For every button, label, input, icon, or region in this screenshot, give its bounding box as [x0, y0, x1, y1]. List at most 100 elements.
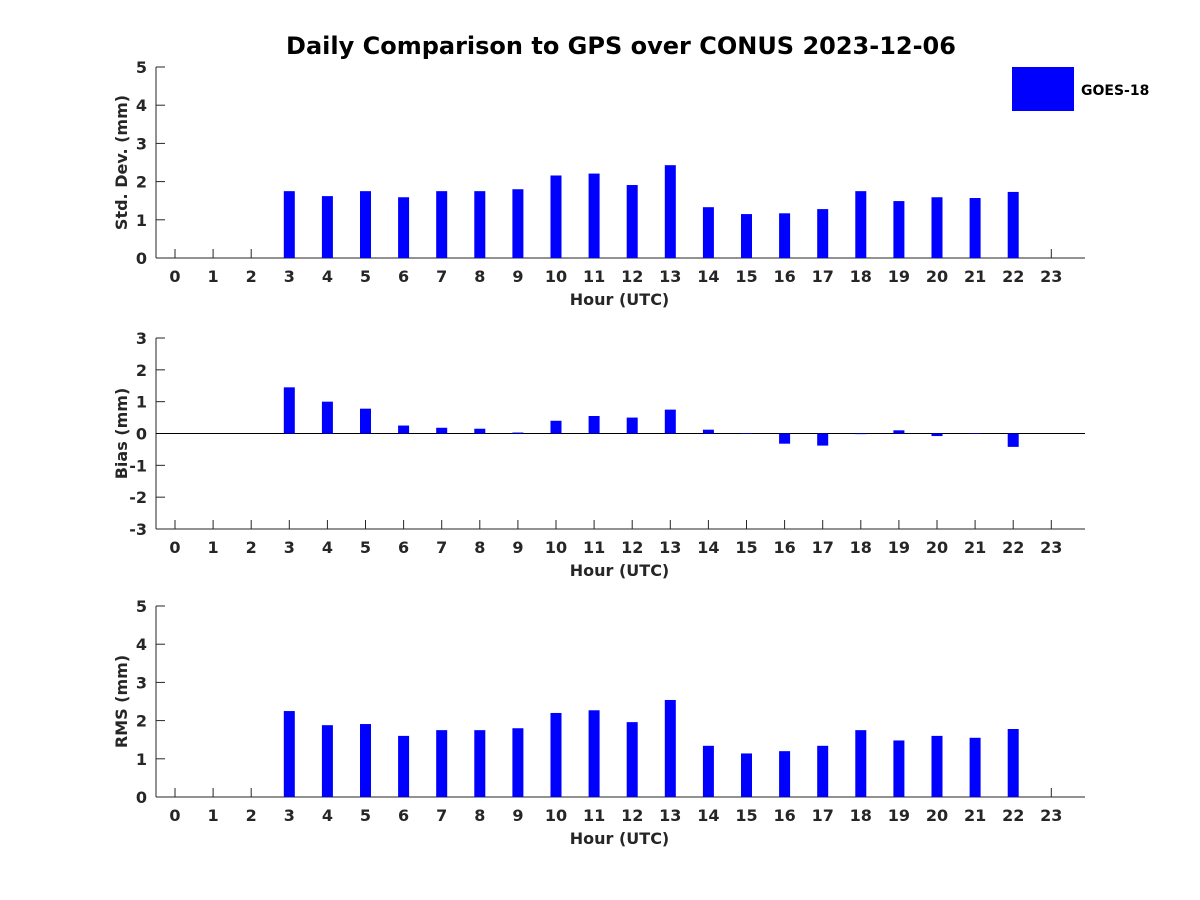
x-tick-label: 22: [1002, 538, 1024, 557]
bar-hour-12: [626, 417, 638, 434]
x-tick-label: 8: [474, 538, 485, 557]
x-tick-label: 15: [735, 267, 757, 286]
bar-hour-3: [283, 387, 295, 434]
x-tick-label: 10: [545, 806, 567, 825]
bar-hour-5: [360, 724, 371, 797]
bar-hour-10: [550, 420, 562, 434]
bar-hour-10: [550, 175, 562, 258]
x-tick-label: 14: [697, 267, 719, 286]
x-tick-label: 20: [926, 267, 948, 286]
bar-hour-13: [664, 409, 676, 434]
y-tick-label: 3: [136, 329, 147, 348]
bar-hour-19: [893, 430, 905, 434]
x-tick-label: 9: [512, 538, 523, 557]
x-tick-label: 17: [812, 267, 834, 286]
x-tick-label: 21: [964, 538, 986, 557]
bar-hour-20: [931, 735, 943, 797]
bar-hour-14: [702, 745, 714, 797]
y-tick-label: 5: [136, 58, 147, 77]
x-tick-label: 1: [208, 806, 219, 825]
x-tick-label: 3: [284, 538, 295, 557]
bar-hour-15: [741, 753, 752, 797]
bar-hour-8: [474, 730, 486, 797]
bar-hour-8: [474, 428, 486, 434]
bar-hour-4: [321, 725, 333, 797]
bar-hour-11: [588, 173, 600, 258]
x-tick-label: 7: [436, 538, 447, 557]
bar-hour-13: [664, 165, 676, 258]
x-tick-label: 13: [659, 806, 681, 825]
bar-hour-7: [436, 730, 448, 797]
bar-hour-12: [626, 185, 638, 258]
x-tick-label: 22: [1002, 806, 1024, 825]
bar-hour-7: [436, 427, 448, 434]
x-tick-label: 1: [208, 267, 219, 286]
bar-hour-19: [893, 740, 905, 797]
x-tick-label: 13: [659, 267, 681, 286]
y-tick-label: -2: [129, 488, 147, 507]
bar-hour-16: [779, 433, 791, 444]
bar-hour-4: [321, 401, 333, 434]
x-tick-label: 12: [621, 538, 643, 557]
x-tick-label: 5: [360, 538, 371, 557]
x-tick-label: 12: [621, 806, 643, 825]
x-tick-label: 19: [888, 806, 910, 825]
bar-hour-16: [779, 751, 791, 797]
x-tick-label: 2: [246, 538, 257, 557]
x-tick-label: 17: [812, 806, 834, 825]
bar-hour-7: [436, 191, 448, 258]
legend: GOES-18: [1012, 67, 1149, 111]
bar-hour-5: [360, 408, 371, 434]
x-tick-label: 11: [583, 267, 605, 286]
bar-hour-17: [817, 209, 829, 258]
x-tick-label: 6: [398, 806, 409, 825]
x-tick-label: 1: [208, 538, 219, 557]
bar-hour-18: [855, 730, 867, 797]
x-tick-label: 16: [773, 806, 795, 825]
bar-hour-21: [969, 198, 981, 258]
x-tick-label: 14: [697, 806, 719, 825]
x-tick-label: 4: [322, 267, 333, 286]
bar-hour-3: [283, 711, 295, 797]
bar-hour-18: [855, 433, 867, 435]
bar-hour-17: [817, 745, 829, 797]
x-tick-label: 14: [697, 538, 719, 557]
x-tick-label: 2: [246, 806, 257, 825]
bar-hour-6: [398, 197, 410, 258]
y-tick-label: 1: [136, 211, 147, 230]
x-tick-label: 10: [545, 267, 567, 286]
x-tick-label: 6: [398, 538, 409, 557]
x-tick-label: 3: [284, 267, 295, 286]
y-tick-label: 2: [136, 361, 147, 380]
x-tick-label: 2: [246, 267, 257, 286]
x-axis-label: Hour (UTC): [570, 290, 670, 309]
x-axis-label: Hour (UTC): [570, 829, 670, 848]
y-tick-label: 0: [136, 425, 147, 444]
x-tick-label: 21: [964, 267, 986, 286]
x-tick-label: 0: [169, 806, 180, 825]
bar-hour-12: [626, 722, 638, 797]
y-tick-label: 4: [136, 96, 147, 115]
legend-swatch: [1012, 67, 1074, 111]
bar-hour-14: [702, 429, 714, 434]
bar-hour-4: [321, 196, 333, 258]
x-tick-label: 8: [474, 806, 485, 825]
x-axis-label: Hour (UTC): [570, 561, 670, 580]
y-tick-label: 0: [136, 788, 147, 807]
x-tick-label: 5: [360, 267, 371, 286]
bar-hour-20: [931, 433, 943, 437]
x-tick-label: 19: [888, 538, 910, 557]
x-tick-label: 8: [474, 267, 485, 286]
bar-hour-18: [855, 191, 867, 258]
x-tick-label: 11: [583, 806, 605, 825]
x-tick-label: 9: [512, 267, 523, 286]
chart-title: Daily Comparison to GPS over CONUS 2023-…: [286, 32, 956, 60]
bar-hour-14: [702, 207, 714, 258]
x-tick-label: 20: [926, 806, 948, 825]
bar-hour-11: [588, 415, 600, 434]
y-tick-label: 3: [136, 134, 147, 153]
x-tick-label: 21: [964, 806, 986, 825]
x-tick-label: 6: [398, 267, 409, 286]
